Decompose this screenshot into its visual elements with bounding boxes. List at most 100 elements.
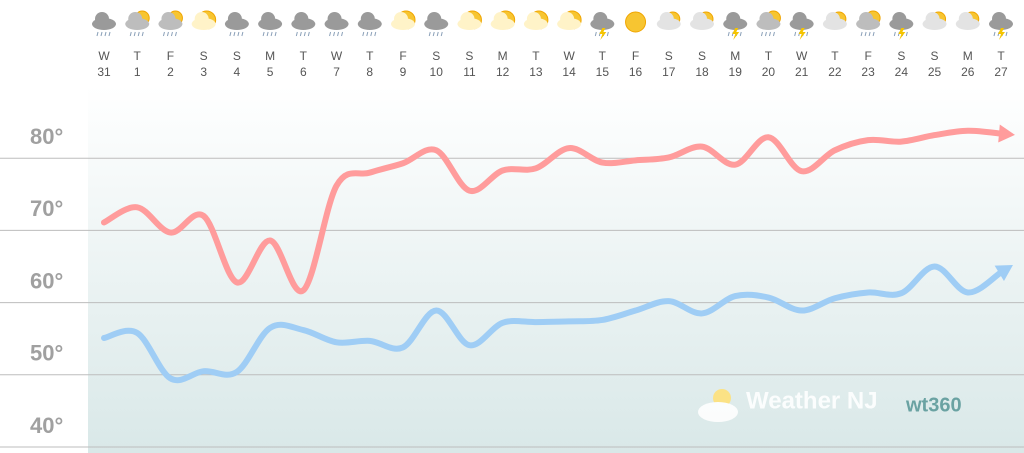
icon-rain (133, 31, 136, 37)
icon-rain (606, 31, 609, 37)
x-tick-label: 8 (366, 65, 373, 79)
icon-rain (432, 31, 435, 37)
y-tick-label: 80° (30, 124, 63, 149)
y-tick-label: 70° (30, 196, 63, 221)
icon-cloud (161, 12, 176, 26)
watermark-logo: wt360 (905, 394, 962, 416)
icon-rain (237, 31, 240, 37)
x-weekday-label: M (498, 49, 508, 63)
icon-bolt (732, 28, 740, 40)
watermark-title: Weather NJ (746, 387, 878, 414)
icon-cloud (95, 12, 109, 26)
icon-rain (428, 31, 431, 37)
x-tick-label: 4 (234, 65, 241, 79)
x-tick-label: 19 (729, 65, 743, 79)
icon-rain (440, 31, 443, 37)
icon-cloud (360, 12, 375, 26)
icon-rain (270, 31, 273, 37)
x-weekday-label: T (366, 49, 374, 63)
icon-cloud (227, 12, 242, 26)
icon-cloud (925, 12, 940, 26)
series-line (101, 263, 1004, 384)
x-tick-label: 2 (167, 65, 174, 79)
icon-bolt (998, 28, 1005, 40)
icon-rain (864, 31, 867, 37)
icon-rain (108, 31, 111, 37)
icon-rain (96, 31, 99, 37)
x-weekday-label: T (599, 49, 607, 63)
icon-cloud (759, 12, 774, 26)
x-weekday-label: S (698, 49, 706, 63)
icon-cloud (128, 12, 143, 26)
icon-rain (162, 31, 165, 37)
x-weekday-label: S (432, 49, 440, 63)
watermark: Weather NJ wt360 (698, 387, 962, 422)
x-weekday-label: F (632, 49, 639, 63)
y-tick-label: 40° (30, 413, 63, 438)
x-tick-label: 21 (795, 65, 809, 79)
icon-rain (166, 31, 169, 37)
icon-cloud (261, 12, 276, 26)
icon-cloud (327, 12, 342, 26)
icon-rain (374, 31, 377, 37)
icon-cloud (659, 12, 674, 26)
icon-cloud (958, 12, 973, 26)
x-weekday-label: T (532, 49, 540, 63)
icon-rain (370, 31, 373, 37)
x-tick-label: 31 (97, 65, 111, 79)
icon-rain (233, 31, 236, 37)
icon-cloud (992, 12, 1006, 26)
icon-rain (141, 31, 144, 37)
icon-rain (764, 31, 767, 37)
icon-rain (760, 31, 763, 37)
x-weekday-label: W (98, 49, 110, 63)
icon-rain (905, 31, 908, 37)
icon-rain (129, 31, 132, 37)
icon-rain (170, 31, 173, 37)
x-tick-label: 3 (200, 65, 207, 79)
x-weekday-label: S (465, 49, 473, 63)
weather-icons (92, 10, 1013, 40)
series-arrowhead (998, 124, 1015, 143)
icon-rain (333, 31, 336, 37)
icon-rain (262, 31, 265, 37)
x-tick-label: 22 (828, 65, 842, 79)
icon-rain (436, 31, 439, 37)
icon-rain (174, 31, 177, 37)
x-tick-label: 18 (695, 65, 709, 79)
icon-rain (768, 31, 771, 37)
series-line (101, 127, 1004, 295)
x-tick-label: 13 (529, 65, 543, 79)
plot-area (88, 86, 1024, 453)
icon-bolt (599, 28, 607, 40)
icon-rain (1005, 31, 1008, 37)
icon-cloud (859, 12, 874, 26)
x-weekday-label: M (730, 49, 740, 63)
x-weekday-label: F (167, 49, 174, 63)
icon-rain (337, 31, 340, 37)
icon-rain (872, 31, 875, 37)
y-tick-label: 60° (30, 268, 63, 293)
x-tick-label: 26 (961, 65, 975, 79)
icon-rain (362, 31, 365, 37)
icon-rain (303, 31, 306, 37)
x-tick-label: 9 (400, 65, 407, 79)
icon-rain (299, 31, 302, 37)
x-weekday-label: W (331, 49, 343, 63)
y-tick-label: 50° (30, 341, 63, 366)
x-tick-label: 14 (562, 65, 576, 79)
icon-rain (100, 31, 103, 37)
x-tick-label: 27 (994, 65, 1008, 79)
series-arrowhead (994, 264, 1013, 282)
icon-cloud (593, 12, 608, 26)
icon-cloud (493, 12, 508, 26)
x-weekday-label: W (563, 49, 575, 63)
icon-rain (104, 31, 107, 37)
icon-bolt (898, 28, 906, 40)
icon-rain (993, 31, 996, 37)
x-tick-label: 17 (662, 65, 676, 79)
x-weekday-label: M (265, 49, 275, 63)
icon-cloud (194, 12, 209, 26)
x-tick-label: 10 (430, 65, 444, 79)
